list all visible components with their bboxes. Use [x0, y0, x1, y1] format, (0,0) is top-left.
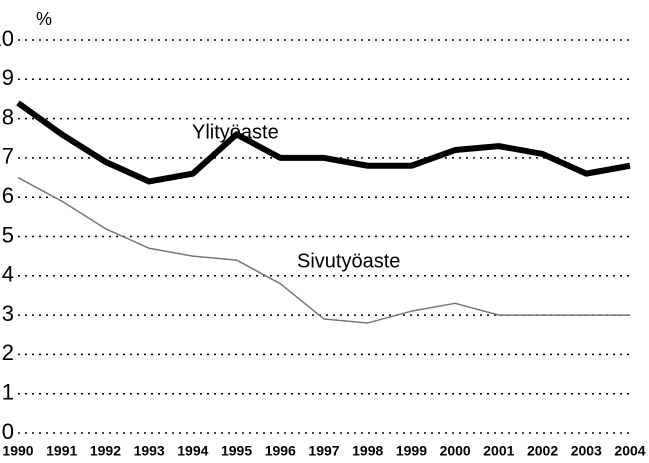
x-tick-label: 2002: [527, 443, 558, 459]
y-tick-label: 4: [2, 262, 14, 287]
x-tick-label: 2003: [571, 443, 602, 459]
x-tick-label: 1999: [396, 443, 427, 459]
x-tick-label: 1992: [90, 443, 121, 459]
y-tick-label: 8: [2, 104, 14, 129]
x-tick-label: 2004: [614, 443, 645, 459]
x-tick-label: 1994: [177, 443, 208, 459]
y-tick-label: 9: [2, 65, 14, 90]
x-tick-label: 2000: [440, 443, 471, 459]
y-tick-label: 2: [2, 340, 14, 365]
series-line: [17, 176, 630, 324]
y-tick-label: 5: [2, 222, 14, 247]
x-tick-label: 2001: [483, 443, 514, 459]
x-tick-label: 1998: [352, 443, 383, 459]
x-tick-label: 1990: [2, 443, 33, 459]
x-tick-label: 1995: [221, 443, 252, 459]
y-tick-label: 1: [2, 380, 14, 405]
x-tick-label: 1996: [265, 443, 296, 459]
series-label: Sivutyöaste: [297, 250, 400, 272]
y-tick-label: 3: [2, 301, 14, 326]
series-label: Ylityöaste: [192, 121, 279, 143]
x-tick-label: 1993: [134, 443, 165, 459]
series-line: [16, 100, 631, 185]
y-tick-label: 10: [0, 26, 14, 51]
y-tick-label: 7: [2, 144, 14, 169]
y-tick-label: 6: [2, 183, 14, 208]
y-tick-label: 0: [2, 419, 14, 444]
y-unit: %: [36, 9, 52, 29]
x-tick-label: 1991: [46, 443, 77, 459]
x-tick-label: 1997: [308, 443, 339, 459]
